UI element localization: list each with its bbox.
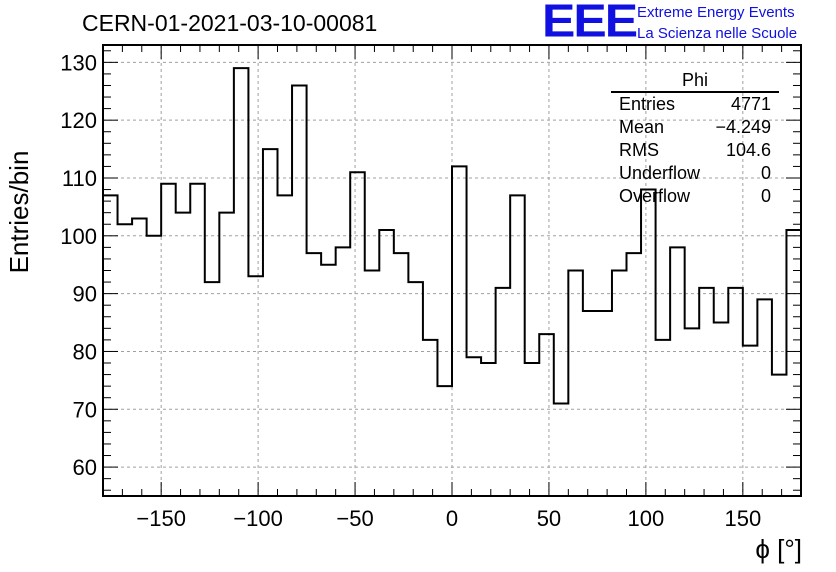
x-tick-label: 0 — [446, 506, 458, 531]
logo-subtitle-2: La Scienza nelle Scuole — [637, 25, 798, 42]
chart-title: CERN-01-2021-03-10-00081 — [82, 10, 378, 36]
x-tick-label: 100 — [628, 506, 665, 531]
y-tick-label: 120 — [60, 108, 97, 133]
stats-value: 0 — [760, 163, 771, 183]
y-tick-label: 130 — [60, 50, 97, 75]
stats-title: Phi — [611, 70, 779, 93]
stats-row-rms: RMS 104.6 — [611, 139, 779, 162]
y-tick-label: 90 — [73, 282, 97, 307]
stats-label: Mean — [619, 117, 665, 137]
stats-value: 0 — [760, 186, 771, 206]
stats-row-overflow: Overflow 0 — [611, 185, 779, 208]
y-axis-label: Entries/bin — [4, 150, 34, 274]
y-tick-label: 100 — [60, 224, 97, 249]
x-tick-label: −50 — [336, 506, 373, 531]
stats-label: Entries — [619, 94, 676, 114]
y-tick-label: 80 — [73, 339, 97, 364]
stats-label: RMS — [619, 140, 659, 160]
stats-row-entries: Entries 4771 — [611, 93, 779, 116]
stats-row-underflow: Underflow 0 — [611, 162, 779, 185]
stats-value: −4.249 — [715, 117, 771, 137]
eee-logo: EEE — [542, 0, 638, 47]
histogram-series — [103, 67, 801, 405]
stats-label: Underflow — [619, 163, 701, 183]
stats-value: 4771 — [730, 94, 771, 114]
stats-label: Overflow — [619, 186, 691, 206]
y-tick-label: 110 — [62, 166, 97, 191]
logo-subtitle-1: Extreme Energy Events — [637, 4, 795, 21]
stats-row-mean: Mean −4.249 — [611, 116, 779, 139]
stats-value: 104.6 — [725, 140, 771, 160]
histogram-step-line — [103, 67, 801, 405]
x-tick-label: −150 — [136, 506, 186, 531]
y-axis: 60 70 80 90 100 110 120 130 — [60, 50, 801, 491]
y-tick-label: 60 — [73, 455, 97, 480]
x-axis: −150 −100 −50 0 50 100 150 — [102, 45, 802, 531]
x-tick-label: 50 — [537, 506, 561, 531]
x-tick-label: −100 — [233, 506, 283, 531]
stats-box: Phi Entries 4771 Mean −4.249 RMS 104.6 U… — [611, 70, 779, 208]
y-tick-label: 70 — [73, 397, 97, 422]
x-axis-label: ϕ [°] — [755, 534, 802, 564]
x-tick-label: 150 — [724, 506, 761, 531]
